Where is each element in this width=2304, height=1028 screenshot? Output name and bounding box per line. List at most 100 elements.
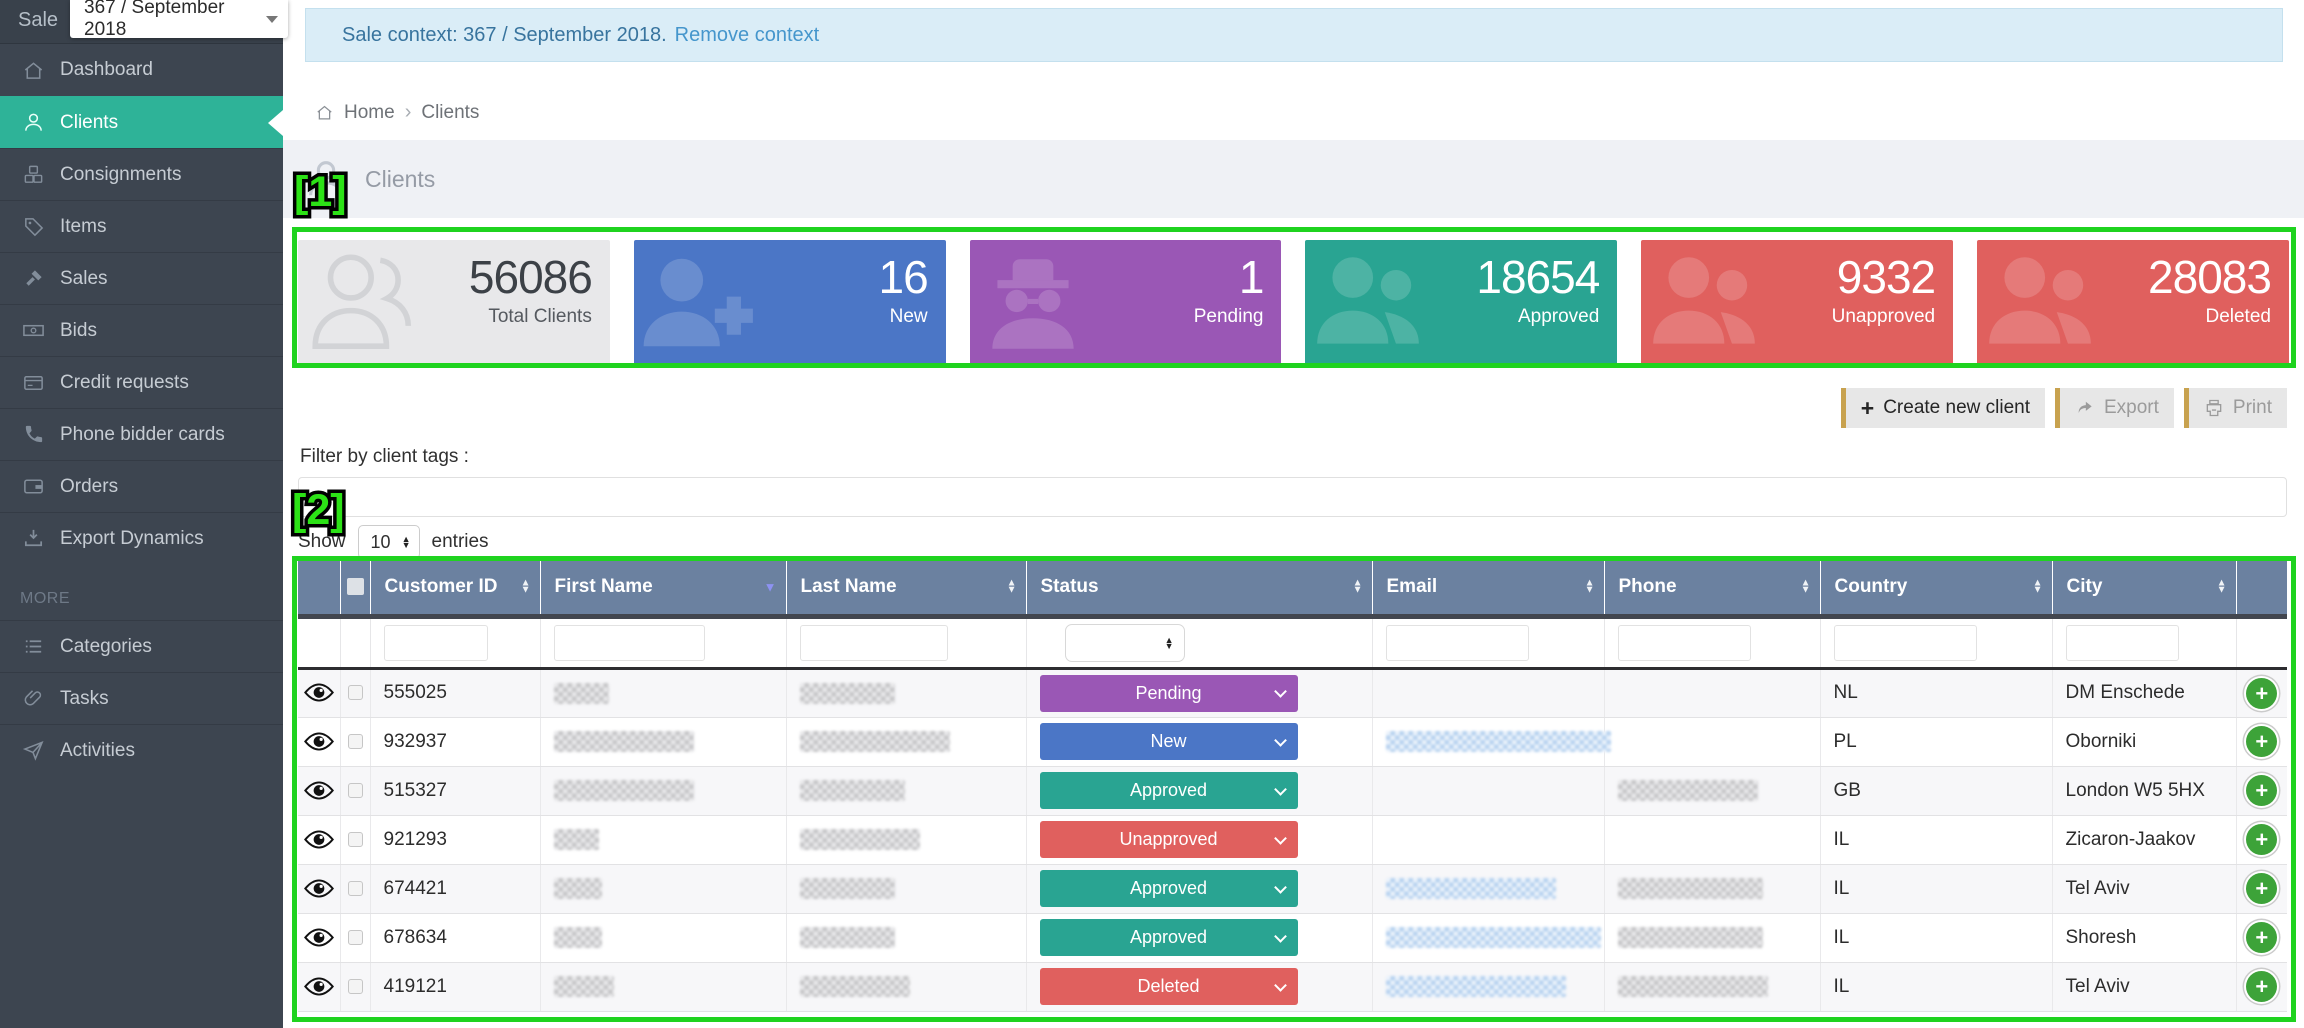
status-select[interactable]: Deleted	[1040, 968, 1298, 1005]
first-name-cell	[540, 815, 786, 864]
status-select[interactable]: Unapproved	[1040, 821, 1298, 858]
city-cell: London W5 5HX	[2052, 766, 2236, 815]
select-all-checkbox[interactable]	[347, 578, 364, 595]
redacted-email	[1386, 731, 1611, 752]
row-checkbox[interactable]	[348, 685, 363, 700]
row-select-cell	[340, 815, 370, 864]
tag-icon	[22, 215, 45, 238]
column-header-first-name[interactable]: First Name ▼	[540, 560, 786, 616]
add-to-sale-button[interactable]: +	[2246, 922, 2277, 953]
filter-city-input[interactable]	[2066, 625, 2179, 661]
breadcrumb-separator: ›	[405, 101, 412, 124]
eye-icon[interactable]	[304, 976, 334, 997]
sidebar-item-sales[interactable]: Sales	[0, 252, 283, 304]
sidebar-item-credit-requests[interactable]: Credit requests	[0, 356, 283, 408]
row-select-cell	[340, 766, 370, 815]
row-view-cell	[298, 864, 340, 913]
column-header-label: Phone	[1619, 576, 1677, 597]
email-cell	[1372, 913, 1604, 962]
sidebar-item-dashboard[interactable]: Dashboard	[0, 44, 283, 96]
export-button[interactable]: Export	[2055, 388, 2174, 428]
row-action-cell: +	[2236, 962, 2287, 1011]
filter-email-input[interactable]	[1386, 625, 1529, 661]
eye-icon[interactable]	[304, 927, 334, 948]
page-size-select[interactable]: 10 ▲▼	[358, 525, 420, 559]
sort-icon[interactable]: ▲▼	[2217, 579, 2227, 594]
sort-icon[interactable]: ▲▼	[1801, 579, 1811, 594]
print-button[interactable]: Print	[2184, 388, 2287, 428]
client-tags-filter-input[interactable]	[298, 477, 2287, 517]
sort-icon[interactable]: ▲▼	[521, 579, 531, 594]
sidebar-item-categories[interactable]: Categories	[0, 620, 283, 672]
column-header-label: Customer ID	[385, 576, 498, 597]
sidebar-item-tasks[interactable]: Tasks	[0, 672, 283, 724]
sort-icon[interactable]: ▼	[764, 580, 777, 593]
sort-icon[interactable]: ▲▼	[1585, 579, 1595, 594]
sort-icon[interactable]: ▲▼	[2033, 579, 2043, 594]
sidebar-item-phone-bidder-cards[interactable]: Phone bidder cards	[0, 408, 283, 460]
sort-icon[interactable]: ▲▼	[1353, 579, 1363, 594]
column-header-customer-id[interactable]: Customer ID ▲▼	[370, 560, 540, 616]
status-select[interactable]: Approved	[1040, 919, 1298, 956]
filter-customer-id-input[interactable]	[384, 625, 489, 661]
row-checkbox[interactable]	[348, 979, 363, 994]
breadcrumb-home[interactable]: Home	[344, 102, 395, 124]
status-label: Pending	[1135, 683, 1201, 704]
remove-context-link[interactable]: Remove context	[675, 24, 820, 47]
create-new-client-button[interactable]: + Create new client	[1841, 388, 2045, 428]
row-checkbox[interactable]	[348, 881, 363, 896]
sidebar-item-consignments[interactable]: Consignments	[0, 148, 283, 200]
sidebar-item-clients[interactable]: Clients	[0, 96, 283, 148]
status-select[interactable]: New	[1040, 723, 1298, 760]
eye-icon[interactable]	[304, 682, 334, 703]
eye-icon[interactable]	[304, 731, 334, 752]
sidebar-item-export-dynamics[interactable]: Export Dynamics	[0, 512, 283, 564]
toolbar: + Create new client Export Print	[1841, 388, 2287, 428]
filter-first-name-input[interactable]	[554, 625, 706, 661]
last-name-cell	[786, 815, 1026, 864]
sidebar-item-items[interactable]: Items	[0, 200, 283, 252]
add-to-sale-button[interactable]: +	[2246, 678, 2277, 709]
column-header-email[interactable]: Email ▲▼	[1372, 560, 1604, 616]
table-row: 674421 Approved IL Tel Aviv +	[298, 864, 2287, 913]
filter-country-input[interactable]	[1834, 625, 1977, 661]
column-header-city[interactable]: City ▲▼	[2052, 560, 2236, 616]
column-header-last-name[interactable]: Last Name ▲▼	[786, 560, 1026, 616]
status-filter-select[interactable]: ▲▼	[1065, 624, 1185, 662]
column-header-country[interactable]: Country ▲▼	[1820, 560, 2052, 616]
column-header-actions	[2236, 560, 2287, 616]
row-checkbox[interactable]	[348, 734, 363, 749]
status-select[interactable]: Approved	[1040, 772, 1298, 809]
sidebar-item-activities[interactable]: Activities	[0, 724, 283, 776]
add-to-sale-button[interactable]: +	[2246, 971, 2277, 1002]
add-to-sale-button[interactable]: +	[2246, 824, 2277, 855]
breadcrumb: Home › Clients	[315, 101, 479, 124]
row-checkbox[interactable]	[348, 930, 363, 945]
filter-last-name-input[interactable]	[800, 625, 948, 661]
eye-icon[interactable]	[304, 878, 334, 899]
column-header-status[interactable]: Status ▲▼	[1026, 560, 1372, 616]
status-select[interactable]: Pending	[1040, 675, 1298, 712]
clients-table: Customer ID ▲▼ First Name ▼ Last Name ▲▼…	[298, 560, 2287, 1012]
sale-context-select[interactable]: 367 / September 2018	[70, 0, 288, 38]
email-cell	[1372, 962, 1604, 1011]
eye-icon[interactable]	[304, 829, 334, 850]
sidebar-item-bids[interactable]: Bids	[0, 304, 283, 356]
sidebar-item-label: Items	[60, 216, 106, 238]
redacted-email	[1386, 927, 1601, 948]
row-action-cell: +	[2236, 766, 2287, 815]
add-to-sale-button[interactable]: +	[2246, 873, 2277, 904]
row-checkbox[interactable]	[348, 832, 363, 847]
redacted-first-name	[554, 683, 609, 704]
eye-icon[interactable]	[304, 780, 334, 801]
sort-icon[interactable]: ▲▼	[1007, 579, 1017, 594]
column-header-phone[interactable]: Phone ▲▼	[1604, 560, 1820, 616]
filter-phone-input[interactable]	[1618, 625, 1751, 661]
status-select[interactable]: Approved	[1040, 870, 1298, 907]
add-to-sale-button[interactable]: +	[2246, 775, 2277, 806]
row-checkbox[interactable]	[348, 783, 363, 798]
customer-id-cell: 674421	[370, 864, 540, 913]
sidebar-item-orders[interactable]: Orders	[0, 460, 283, 512]
table-filter-row: ▲▼	[298, 616, 2287, 668]
add-to-sale-button[interactable]: +	[2246, 726, 2277, 757]
